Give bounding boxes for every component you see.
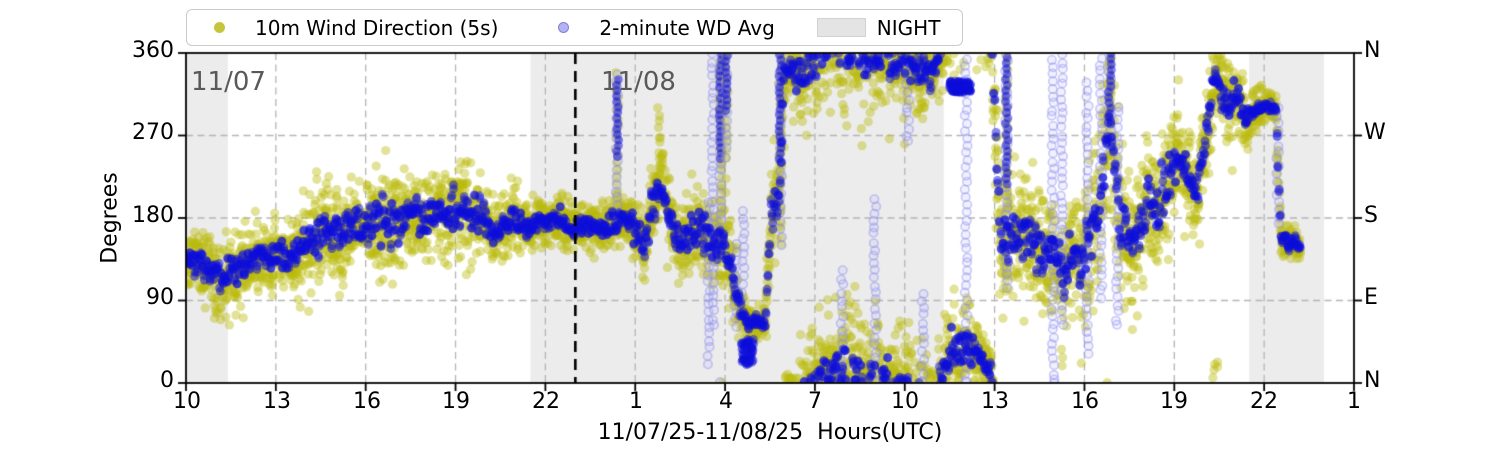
x-tick-label: 22: [1250, 389, 1278, 414]
legend-label-night: NIGHT: [876, 15, 941, 40]
night-patch-icon: [816, 18, 866, 37]
compass-tick-label: N: [1364, 38, 1381, 63]
y-tick-label: 360: [132, 38, 174, 63]
date-annotation-1108: 11/08: [601, 67, 676, 97]
x-tick-label: 4: [719, 389, 733, 414]
x-tick-label: 13: [981, 389, 1009, 414]
compass-tick-label: S: [1364, 203, 1378, 228]
x-tick-label: 13: [263, 389, 291, 414]
legend: 10m Wind Direction (5s) 2-minute WD Avg …: [186, 9, 963, 46]
compass-tick-label: N: [1364, 368, 1381, 393]
legend-label-wd-5s: 10m Wind Direction (5s): [255, 15, 499, 40]
x-axis-label: 11/07/25-11/08/25 Hours(UTC): [597, 420, 943, 445]
y-tick-label: 180: [132, 203, 174, 228]
date-annotation-1107: 11/07: [191, 67, 266, 97]
y-tick-label: 0: [160, 368, 174, 393]
x-tick-label: 10: [173, 389, 201, 414]
x-tick-label: 16: [1071, 389, 1099, 414]
wd-5s-marker-icon: [214, 22, 225, 33]
y-tick-label: 270: [132, 120, 174, 145]
x-tick-label: 7: [808, 389, 822, 414]
x-tick-label: 10: [891, 389, 919, 414]
x-tick-label: 16: [353, 389, 381, 414]
x-tick-label: 22: [532, 389, 560, 414]
compass-tick-label: W: [1364, 120, 1386, 145]
wd-avg-marker-icon: [558, 22, 570, 33]
legend-label-wd-avg: 2-minute WD Avg: [599, 15, 775, 40]
y-tick-label: 90: [146, 285, 174, 310]
x-tick-label: 19: [442, 389, 470, 414]
x-tick-label: 19: [1160, 389, 1188, 414]
compass-tick-label: E: [1364, 285, 1378, 310]
x-tick-label: 1: [1347, 389, 1361, 414]
x-tick-label: 1: [629, 389, 643, 414]
